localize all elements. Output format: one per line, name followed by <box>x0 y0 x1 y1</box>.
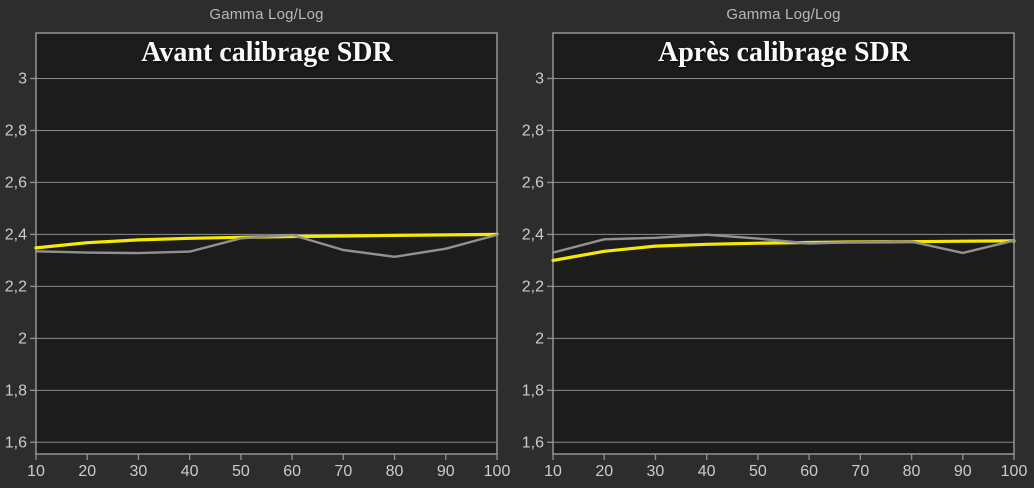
plot-border <box>552 32 1015 455</box>
chart-type-label: Gamma Log/Log <box>726 6 841 23</box>
x-tick-label: 50 <box>749 463 767 480</box>
y-tick-label: 1,6 <box>5 434 27 451</box>
y-tick-label: 1,8 <box>522 382 544 399</box>
x-tick-label: 10 <box>544 463 562 480</box>
chart-title-avant: Avant calibrage SDR <box>141 37 393 68</box>
x-tick-label: 70 <box>334 463 352 480</box>
y-tick-label: 2,4 <box>522 226 544 243</box>
x-tick-label: 50 <box>232 463 250 480</box>
chart-panel-avant: Gamma Log/Log Avant calibrage SDR 3 2,8 2,… <box>5 6 511 480</box>
gamma-plot-apres: 3 2,8 2,6 2,4 2,2 2 1,8 1,610 20 30 40 50 60 70 80 90 10… <box>522 32 1028 480</box>
chart-type-label: Gamma Log/Log <box>209 6 324 23</box>
x-tick-label: 100 <box>1001 463 1028 480</box>
x-tick-label: 80 <box>386 463 404 480</box>
y-tick-label: 2,6 <box>522 174 544 191</box>
x-tick-label: 90 <box>954 463 972 480</box>
y-tick-label: 2 <box>18 330 27 347</box>
x-tick-label: 10 <box>27 463 45 480</box>
y-tick-label: 2,4 <box>5 226 27 243</box>
chart-panel-apres: Gamma Log/Log Après calibrage SDR 3 2,8 2,… <box>517 0 1034 488</box>
y-tick-label: 2 <box>535 330 544 347</box>
x-tick-label: 90 <box>437 463 455 480</box>
y-tick-label: 1,8 <box>5 382 27 399</box>
x-tick-label: 80 <box>903 463 921 480</box>
x-tick-label: 30 <box>647 463 665 480</box>
y-tick-label: 2,8 <box>5 122 27 139</box>
y-tick-label: 1,6 <box>522 434 544 451</box>
x-tick-label: 20 <box>595 463 613 480</box>
y-tick-label: 2,2 <box>5 278 27 295</box>
plot-area <box>36 33 497 454</box>
plot-border <box>35 32 498 455</box>
x-tick-label: 100 <box>484 463 511 480</box>
x-tick-label: 40 <box>181 463 199 480</box>
gamma-plot-avant: 3 2,8 2,6 2,4 2,2 2 1,8 1,610 20 30 40 50 60 70 80 90 10… <box>5 32 511 480</box>
y-tick-label: 2,8 <box>522 122 544 139</box>
y-tick-label: 2,2 <box>522 278 544 295</box>
x-tick-label: 30 <box>130 463 148 480</box>
x-tick-label: 20 <box>78 463 96 480</box>
x-tick-label: 40 <box>698 463 716 480</box>
x-tick-label: 60 <box>283 463 301 480</box>
y-tick-label: 3 <box>535 70 544 87</box>
reference-curve <box>551 239 1016 262</box>
chart-title-apres: Après calibrage SDR <box>658 37 910 68</box>
y-tick-label: 2,6 <box>5 174 27 191</box>
y-tick-label: 3 <box>18 70 27 87</box>
measure-curve <box>34 233 499 258</box>
x-tick-label: 60 <box>800 463 818 480</box>
x-tick-label: 70 <box>851 463 869 480</box>
measure-curve <box>551 233 1016 255</box>
